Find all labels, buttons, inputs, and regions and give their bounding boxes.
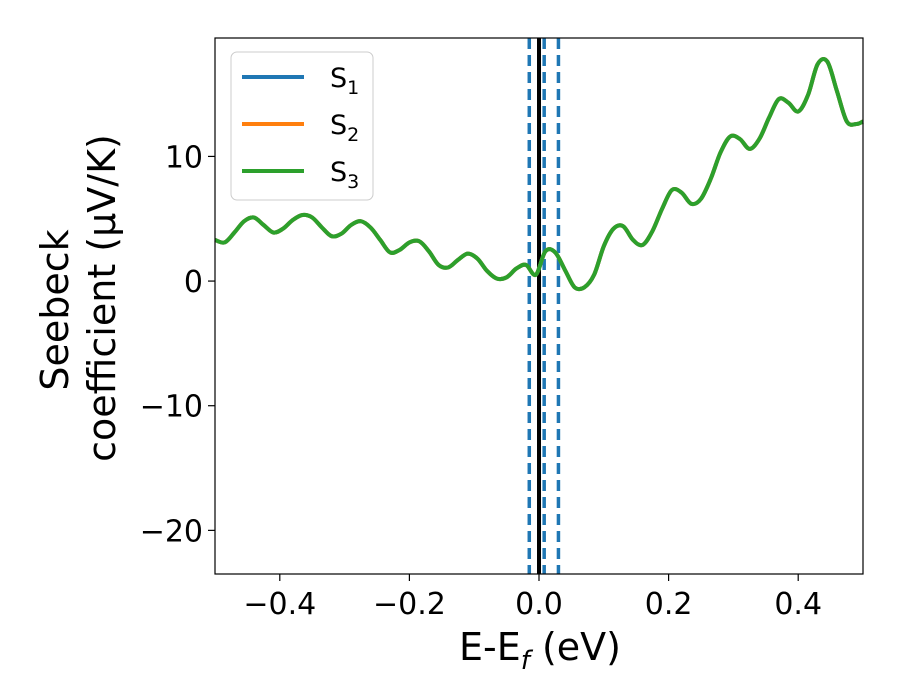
y-tick-label: −20 — [140, 514, 203, 549]
vertical-lines — [529, 38, 558, 574]
y-tick-label: 10 — [165, 140, 203, 175]
x-axis-label: E-Ef (eV) — [459, 625, 621, 676]
y-tick-label: 0 — [184, 265, 203, 300]
x-tick-label: −0.4 — [243, 587, 316, 622]
y-axis-label: Seebeck coefficient (μV/K) — [33, 134, 124, 462]
y-axis-label-line2: coefficient (μV/K) — [80, 134, 124, 462]
x-tick-label: −0.2 — [373, 587, 446, 622]
x-tick-label: 0.0 — [515, 587, 563, 622]
y-tick-label: −10 — [140, 390, 203, 425]
y-axis-ticks: −20 −10 0 10 — [140, 140, 215, 549]
x-tick-label: 0.4 — [774, 587, 822, 622]
y-axis-label-line1: Seebeck — [33, 229, 77, 390]
x-tick-label: 0.2 — [645, 587, 693, 622]
x-axis-ticks: −0.4 −0.2 0.0 0.2 0.4 — [243, 574, 822, 622]
